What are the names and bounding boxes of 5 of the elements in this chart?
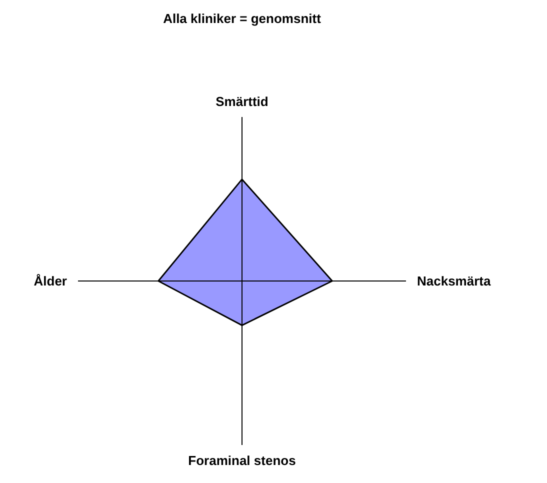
chart-title: Alla kliniker = genomsnitt: [162, 11, 322, 26]
spoke-label: Smärttid: [216, 94, 268, 109]
spoke-label: Ålder: [34, 274, 67, 289]
spoke-label: Foraminal stenos: [188, 453, 296, 468]
spoke-label: Nacksmärta: [417, 274, 492, 289]
